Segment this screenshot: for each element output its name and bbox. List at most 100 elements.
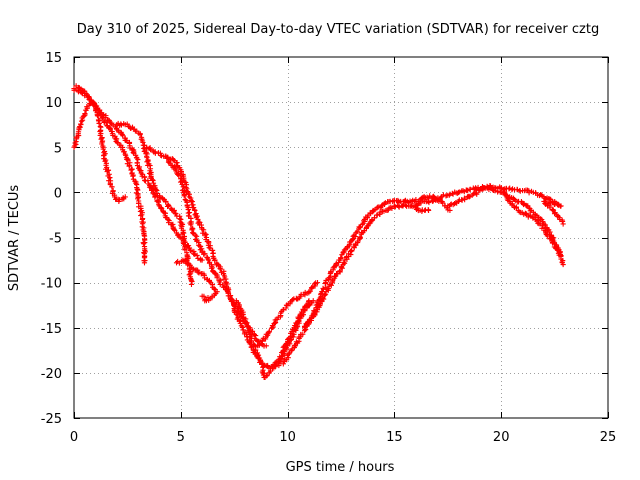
data-point <box>141 241 147 247</box>
data-point <box>178 169 184 175</box>
data-point <box>338 255 344 261</box>
data-point <box>202 251 208 257</box>
data-point <box>225 289 231 295</box>
data-point <box>300 307 306 313</box>
y-tick-label: 10 <box>45 96 62 111</box>
data-point <box>122 194 128 200</box>
y-axis-label: SDTVAR / TECUs <box>7 185 22 292</box>
data-series-7 <box>173 257 220 304</box>
chart-title: Day 310 of 2025, Sidereal Day-to-day VTE… <box>77 22 599 37</box>
data-point <box>194 252 200 258</box>
data-point <box>306 319 312 325</box>
x-tick-label: 5 <box>177 430 185 445</box>
data-point <box>263 343 269 349</box>
data-point <box>525 214 531 220</box>
data-point <box>126 163 132 169</box>
x-tick-label: 25 <box>600 430 617 445</box>
data-point <box>166 202 172 209</box>
data-point <box>93 107 99 113</box>
data-point <box>145 177 151 184</box>
data-point <box>141 260 148 266</box>
data-point <box>227 293 233 299</box>
y-tick-label: -10 <box>41 277 62 292</box>
data-point <box>217 266 224 272</box>
data-point <box>300 331 306 337</box>
data-point <box>211 292 218 298</box>
data-point <box>314 280 321 286</box>
axis-ticks: 0 5 10 15 20 25 -25 -20 -15 -10 -5 0 5 10 15 <box>41 51 617 445</box>
data-point <box>330 265 336 271</box>
data-point <box>78 118 85 124</box>
data-point <box>96 120 102 127</box>
data-point <box>321 292 328 298</box>
data-point <box>492 184 498 191</box>
data-series-10 <box>280 202 432 367</box>
data-point <box>237 308 244 315</box>
data-point <box>239 324 245 331</box>
data-point <box>104 169 110 175</box>
data-point <box>183 257 189 264</box>
data-point <box>189 227 195 233</box>
data-point <box>205 294 211 301</box>
data-point <box>188 281 195 288</box>
data-point <box>267 368 274 374</box>
data-point <box>520 201 527 208</box>
data-series-2 <box>73 83 148 266</box>
data-point <box>410 203 416 210</box>
data-point <box>514 186 520 192</box>
data-series-6 <box>163 153 316 371</box>
data-point <box>135 156 141 163</box>
data-point <box>467 193 473 199</box>
data-point <box>426 199 432 206</box>
data-point <box>237 320 243 326</box>
data-point <box>175 171 181 177</box>
data-point <box>176 172 182 178</box>
data-point <box>446 192 452 198</box>
data-point <box>560 261 566 268</box>
data-point <box>82 111 88 117</box>
data-point <box>127 145 133 151</box>
data-series-9 <box>255 280 321 349</box>
data-point <box>128 167 134 173</box>
data-point <box>182 247 188 253</box>
data-point <box>216 279 223 285</box>
data-point <box>357 234 363 240</box>
data-point <box>348 247 355 254</box>
data-point <box>196 270 202 276</box>
data-point <box>557 216 563 223</box>
data-point <box>182 179 188 185</box>
data-point <box>523 211 529 217</box>
data-point <box>259 338 265 344</box>
data-point <box>248 338 255 344</box>
data-point <box>341 259 347 265</box>
data-point <box>307 288 313 294</box>
data-point <box>199 293 205 299</box>
data-point <box>440 200 446 206</box>
data-point <box>212 257 218 264</box>
data-point <box>328 282 334 288</box>
data-point <box>501 191 507 197</box>
data-point <box>171 226 177 233</box>
data-point <box>78 121 84 127</box>
data-point <box>266 328 272 334</box>
data-point <box>337 268 343 274</box>
data-point <box>164 203 171 210</box>
data-point <box>475 184 481 191</box>
x-tick-label: 10 <box>279 430 296 445</box>
data-point <box>138 212 144 219</box>
data-point <box>558 252 564 259</box>
data-point <box>466 194 472 200</box>
data-series-3 <box>71 99 128 204</box>
data-point <box>160 196 166 202</box>
data-point <box>176 234 182 240</box>
data-series-1 <box>71 85 205 263</box>
data-point <box>548 200 554 206</box>
y-tick-label: 5 <box>54 141 62 156</box>
data-point <box>178 216 184 223</box>
data-point <box>145 158 151 164</box>
y-tick-label: -20 <box>41 367 62 382</box>
data-point <box>139 212 145 218</box>
data-point <box>179 231 185 237</box>
data-point <box>224 281 230 287</box>
